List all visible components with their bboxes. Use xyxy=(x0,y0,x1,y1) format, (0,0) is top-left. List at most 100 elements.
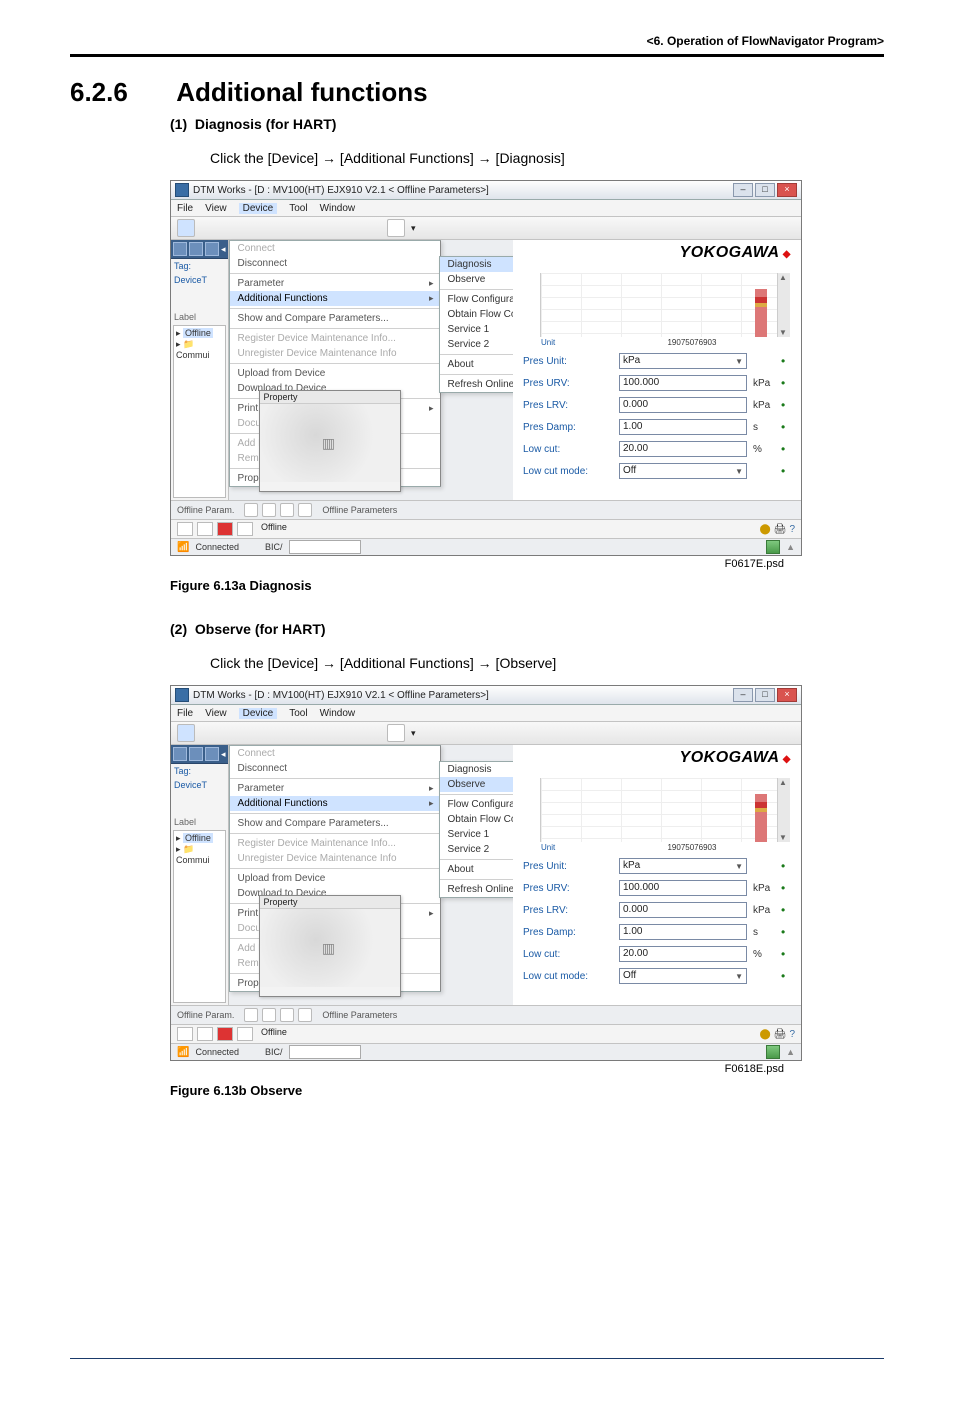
tab-icon[interactable] xyxy=(262,503,276,517)
low-cut-mode-select[interactable]: Off xyxy=(619,968,747,984)
menu-tool[interactable]: Tool xyxy=(289,708,307,719)
bottom-tab-icon[interactable] xyxy=(217,522,233,536)
menu-item-unregister-maint[interactable]: Unregister Device Maintenance Info xyxy=(230,851,440,866)
row-low-cut-mode: Low cut mode: Off • xyxy=(523,463,791,479)
tab-icon[interactable] xyxy=(280,503,294,517)
row-pres-urv: Pres URV: 100.000 kPa• xyxy=(523,880,791,896)
status-bic: BIC/ xyxy=(265,1047,283,1057)
toolbar-icon[interactable] xyxy=(387,724,405,742)
tab-offline-param[interactable]: Offline Param. xyxy=(177,1010,234,1020)
window-titlebar: DTM Works - [D : MV100(HT) EJX910 V2.1 <… xyxy=(171,181,801,200)
chart-scrollbar[interactable] xyxy=(777,273,790,337)
menu-file[interactable]: File xyxy=(177,203,193,214)
bottom-tab-icon[interactable] xyxy=(237,522,253,536)
tab-icon[interactable] xyxy=(298,503,312,517)
menu-view[interactable]: View xyxy=(205,708,227,719)
row-low-cut-mode: Low cut mode: Off • xyxy=(523,968,791,984)
menu-item-register-maint[interactable]: Register Device Maintenance Info... xyxy=(230,331,440,346)
menu-item-connect[interactable]: Connect xyxy=(230,241,440,256)
menu-tool[interactable]: Tool xyxy=(289,203,307,214)
inner-tabstrip: Offline Param. Offline Parameters xyxy=(171,1005,801,1024)
menu-window[interactable]: Window xyxy=(320,203,356,214)
row-pres-unit: Pres Unit: kPa • xyxy=(523,858,791,874)
low-cut-input[interactable]: 20.00 xyxy=(619,441,747,457)
menu-item-unregister-maint[interactable]: Unregister Device Maintenance Info xyxy=(230,346,440,361)
low-cut-mode-select[interactable]: Off xyxy=(619,463,747,479)
window-title: DTM Works - [D : MV100(HT) EJX910 V2.1 <… xyxy=(193,690,489,701)
menu-item-connect[interactable]: Connect xyxy=(230,746,440,761)
minimize-button[interactable]: – xyxy=(733,183,753,197)
pres-damp-input[interactable]: 1.00 xyxy=(619,419,747,435)
sidebar-mini-toolbar: ◂ xyxy=(171,240,228,259)
mini-icon[interactable] xyxy=(173,747,187,761)
device-tree[interactable]: ▸ Offline ▸ 📁 Commui xyxy=(173,325,226,498)
tab-icon[interactable] xyxy=(298,1008,312,1022)
parameter-pane: YOKOGAWA Unit 19075076903 Pres Unit: kPa… xyxy=(513,745,801,1005)
menu-overlay-region: Connect Disconnect Parameter Additional … xyxy=(229,240,513,500)
pres-lrv-input[interactable]: 0.000 xyxy=(619,397,747,413)
menu-device[interactable]: Device xyxy=(239,203,278,214)
menu-view[interactable]: View xyxy=(205,203,227,214)
bottom-tab-icon[interactable] xyxy=(197,522,213,536)
maximize-button[interactable]: □ xyxy=(755,183,775,197)
mini-icon[interactable] xyxy=(189,242,203,256)
menu-item-upload[interactable]: Upload from Device xyxy=(230,871,440,886)
mini-icon[interactable] xyxy=(205,747,219,761)
tab-icon[interactable] xyxy=(244,503,258,517)
pres-lrv-input[interactable]: 0.000 xyxy=(619,902,747,918)
pres-urv-input[interactable]: 100.000 xyxy=(619,375,747,391)
menu-item-show-compare[interactable]: Show and Compare Parameters... xyxy=(230,816,440,831)
menu-file[interactable]: File xyxy=(177,708,193,719)
pres-unit-select[interactable]: kPa xyxy=(619,858,747,874)
toolbar-icon[interactable] xyxy=(177,724,195,742)
close-button[interactable]: × xyxy=(777,688,797,702)
tab-trail-text: Offline Parameters xyxy=(322,505,397,515)
minimize-button[interactable]: – xyxy=(733,688,753,702)
status-blank-field xyxy=(289,1045,361,1059)
menu-item-additional-functions[interactable]: Additional Functions xyxy=(230,796,440,811)
menu-item-additional-functions[interactable]: Additional Functions xyxy=(230,291,440,306)
device-photo-icon: ▥ xyxy=(260,404,400,482)
tab-icon[interactable] xyxy=(262,1008,276,1022)
mini-icon[interactable] xyxy=(205,242,219,256)
menu-device[interactable]: Device xyxy=(239,708,278,719)
mini-icon[interactable] xyxy=(173,242,187,256)
tab-icon[interactable] xyxy=(244,1008,258,1022)
menu-item-show-compare[interactable]: Show and Compare Parameters... xyxy=(230,311,440,326)
brand-logo: YOKOGAWA xyxy=(680,749,791,767)
bottom-tab-icon[interactable] xyxy=(177,522,193,536)
maximize-button[interactable]: □ xyxy=(755,688,775,702)
inner-tabstrip: Offline Param. Offline Parameters xyxy=(171,500,801,519)
device-label: DeviceT xyxy=(171,273,228,287)
row-low-cut: Low cut: 20.00 %• xyxy=(523,946,791,962)
subsection-2-heading: (2) Observe (for HART) xyxy=(170,621,884,637)
pres-damp-input[interactable]: 1.00 xyxy=(619,924,747,940)
chart-x-label: Unit 19075076903 xyxy=(541,843,791,852)
bottom-tab-icon[interactable] xyxy=(177,1027,193,1041)
toolbar-icon[interactable] xyxy=(177,219,195,237)
chart-scrollbar[interactable] xyxy=(777,778,790,842)
row-pres-damp: Pres Damp: 1.00 s• xyxy=(523,924,791,940)
toolbar-icon[interactable] xyxy=(387,219,405,237)
menu-item-disconnect[interactable]: Disconnect xyxy=(230,256,440,271)
pres-urv-input[interactable]: 100.000 xyxy=(619,880,747,896)
menu-item-parameter[interactable]: Parameter xyxy=(230,276,440,291)
menu-item-upload[interactable]: Upload from Device xyxy=(230,366,440,381)
bottom-tab-icon[interactable] xyxy=(197,1027,213,1041)
low-cut-input[interactable]: 20.00 xyxy=(619,946,747,962)
close-button[interactable]: × xyxy=(777,183,797,197)
tab-icon[interactable] xyxy=(280,1008,294,1022)
pres-unit-select[interactable]: kPa xyxy=(619,353,747,369)
bottom-tab-icon[interactable] xyxy=(237,1027,253,1041)
menu-item-disconnect[interactable]: Disconnect xyxy=(230,761,440,776)
menu-item-parameter[interactable]: Parameter xyxy=(230,781,440,796)
tab-offline-param[interactable]: Offline Param. xyxy=(177,505,234,515)
property-preview-card: Property ▥ xyxy=(259,390,401,492)
status-cube-icon xyxy=(766,540,780,554)
menu-window[interactable]: Window xyxy=(320,708,356,719)
bottom-tab-icon[interactable] xyxy=(217,1027,233,1041)
menu-item-register-maint[interactable]: Register Device Maintenance Info... xyxy=(230,836,440,851)
section-title: Additional functions xyxy=(176,77,427,107)
mini-icon[interactable] xyxy=(189,747,203,761)
device-tree[interactable]: ▸ Offline ▸ 📁 Commui xyxy=(173,830,226,1003)
